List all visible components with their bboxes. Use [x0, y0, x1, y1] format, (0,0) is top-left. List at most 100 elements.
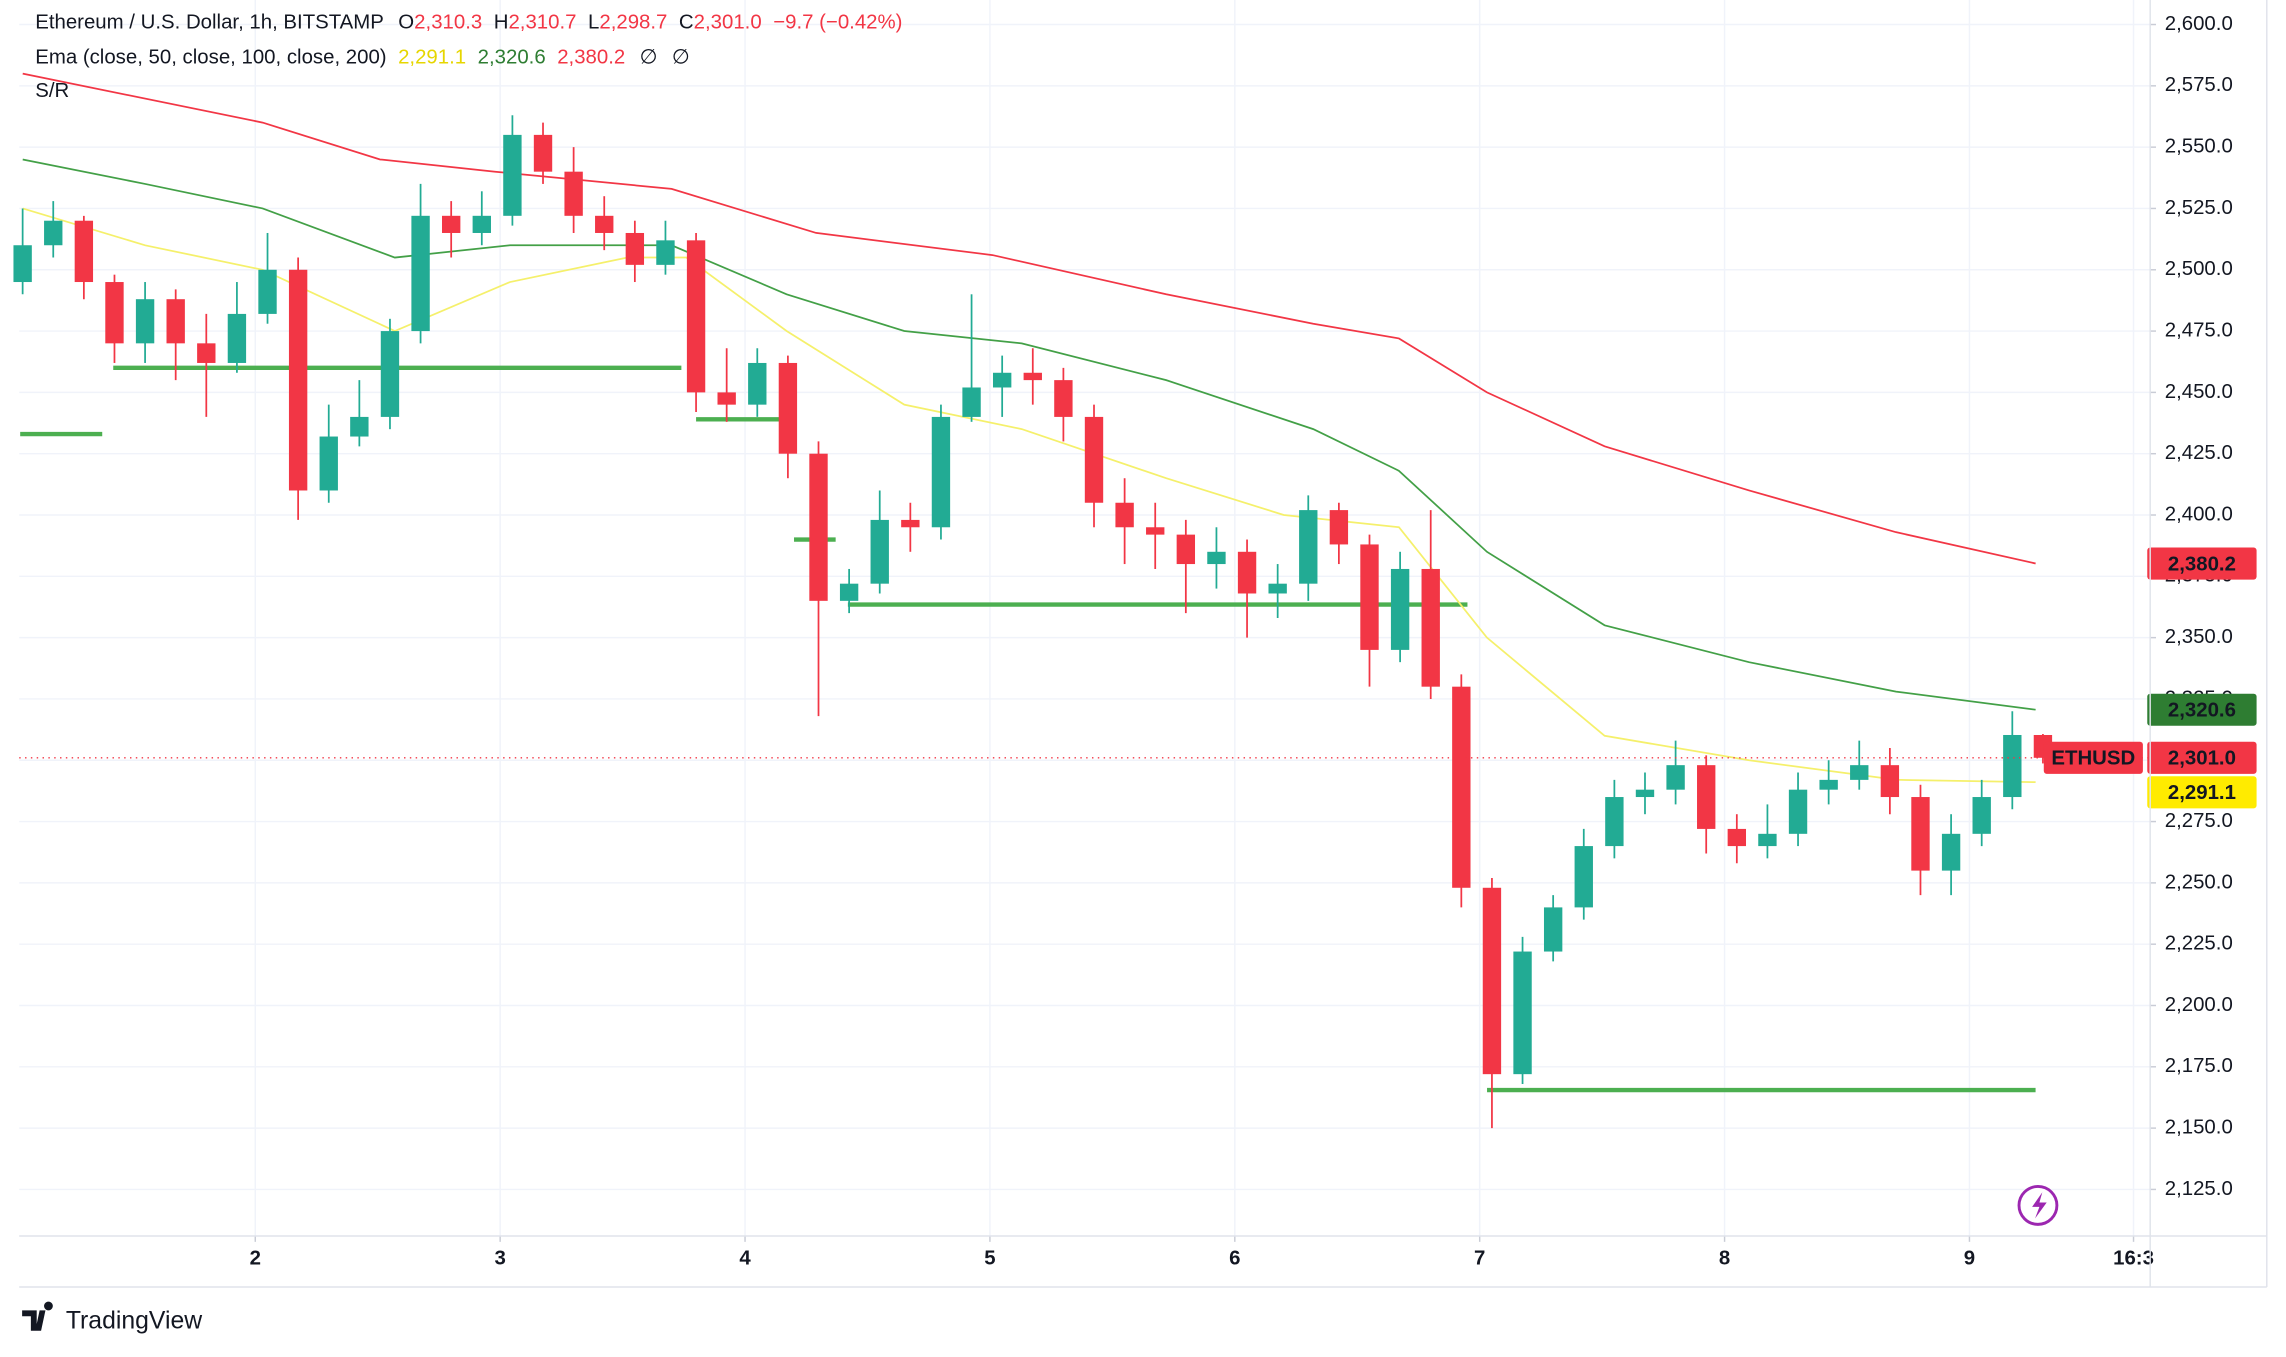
candle-body [1207, 551, 1226, 565]
ema-line [22, 158, 2036, 711]
candle-body [1972, 797, 1991, 834]
candle-body [350, 416, 369, 437]
candle-body [717, 392, 736, 405]
candle-body [1850, 765, 1869, 780]
low-label: L [588, 12, 599, 34]
candle-body [1390, 568, 1410, 650]
x-tick-label: 9 [1964, 1248, 1975, 1270]
ema200-value: 2,380.2 [557, 47, 625, 69]
y-tick-label: 2,225.0 [2165, 933, 2233, 955]
candle-body [992, 372, 1012, 388]
candle-body [1666, 765, 1685, 790]
candle-body [533, 134, 553, 172]
candle-body [1727, 828, 1747, 847]
symbol-badge-bg [2043, 741, 2143, 774]
na-value: ∅ [672, 47, 690, 69]
candle-body [74, 220, 94, 283]
candle-body [1115, 502, 1134, 528]
candle-body [931, 416, 951, 528]
candle-body [258, 269, 277, 314]
candle-body [227, 313, 247, 363]
y-tick-label: 2,150.0 [2165, 1117, 2233, 1139]
high-value: 2,310.7 [508, 12, 576, 34]
x-tick-label: 7 [1474, 1248, 1485, 1270]
symbol-badge: ETHUSD [2051, 748, 2135, 770]
candle-body [1268, 583, 1287, 594]
y-tick-label: 2,500.0 [2165, 258, 2233, 280]
candle-body [380, 331, 400, 417]
candle-body [105, 282, 124, 344]
candle-body [625, 232, 645, 265]
candle-body [1788, 789, 1808, 834]
y-tick-label: 2,525.0 [2165, 197, 2233, 219]
y-tick-label: 2,600.0 [2165, 13, 2233, 35]
candle-body [13, 245, 32, 283]
high-label: H [494, 12, 509, 34]
na-value: ∅ [640, 47, 658, 69]
candle-body [1421, 568, 1440, 687]
candle-body [1482, 887, 1502, 1075]
candle-body [1452, 686, 1471, 888]
x-tick-label: 4 [739, 1248, 751, 1270]
candle-body [778, 362, 798, 454]
candle-body [1635, 789, 1655, 798]
candle-body [1329, 510, 1349, 545]
close-value: 2,301.0 [694, 12, 762, 34]
x-tick-label: 3 [494, 1248, 505, 1270]
candle-body [1054, 380, 1073, 417]
ema100-badge: 2,320.6 [2168, 700, 2236, 722]
candle-body [288, 269, 308, 491]
candle-body [166, 299, 185, 344]
y-tick-label: 2,350.0 [2165, 626, 2233, 648]
y-tick-label: 2,200.0 [2165, 994, 2233, 1016]
ema50-value: 2,291.1 [398, 47, 466, 69]
candle-body [748, 362, 767, 405]
change-value: −9.7 (−0.42%) [773, 12, 902, 34]
y-tick-label: 2,125.0 [2165, 1178, 2233, 1200]
candle-body [595, 215, 614, 233]
candle-body [564, 171, 583, 216]
axes: 2,125.0 2,150.0 2,175.0 2,200.0 2,225.0 2,250… [250, 13, 2257, 1270]
x-tick-label: 6 [1229, 1248, 1240, 1270]
candle-body [1237, 551, 1257, 594]
candle-body [1146, 527, 1165, 535]
last-price-badge: 2,301.0 [2168, 748, 2236, 770]
candle-body [319, 436, 338, 491]
ema200-badge: 2,380.2 [2168, 553, 2236, 575]
x-tick-label: 16:3 [2113, 1248, 2154, 1270]
candle-body [1574, 846, 1593, 908]
y-tick-label: 2,250.0 [2165, 871, 2233, 893]
ema100-badge-bg [2147, 693, 2257, 726]
ema50-badge: 2,291.1 [2168, 782, 2236, 804]
candle-body [1819, 779, 1838, 790]
candle-body [1543, 907, 1563, 952]
last-price-badge-bg [2147, 741, 2257, 774]
ema100-value: 2,320.6 [478, 47, 546, 69]
indicator-name: Ema (close, 50, close, 100, close, 200) [35, 47, 386, 69]
candle-body [1176, 534, 1196, 565]
candle-body [472, 215, 491, 233]
candle-body [839, 583, 859, 601]
candle-body [442, 215, 461, 233]
candle-body [1605, 797, 1624, 847]
brand-name: TradingView [66, 1308, 202, 1335]
open-label: O [398, 12, 414, 34]
brand-logo: TradingView [22, 1301, 202, 1335]
lightning-button[interactable] [2017, 1185, 2059, 1226]
candle-body [1513, 951, 1532, 1075]
candle-body [44, 220, 63, 246]
y-tick-label: 2,575.0 [2165, 74, 2233, 96]
candle-body [1758, 833, 1777, 847]
candle-body [503, 134, 522, 216]
y-tick-label: 2,425.0 [2165, 442, 2233, 464]
candle-body [1911, 797, 1930, 871]
candle-body [962, 387, 981, 417]
candle-body [1023, 372, 1042, 381]
candle-body [656, 240, 675, 265]
header-line-1: Ethereum / U.S. Dollar, 1h, BITSTAMP O2,… [35, 12, 902, 34]
lightning-icon[interactable] [2032, 1192, 2047, 1219]
ema50-badge-bg [2147, 776, 2257, 809]
